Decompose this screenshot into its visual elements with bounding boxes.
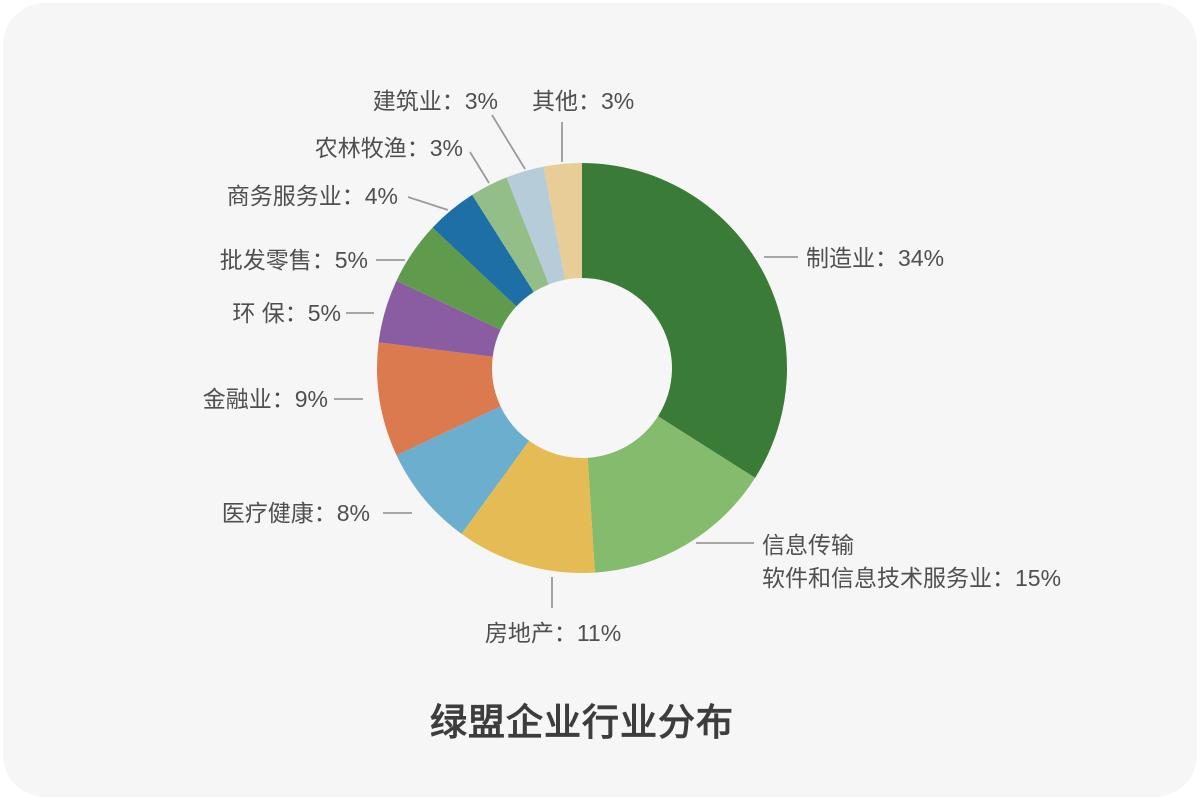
slice-label-real-estate: 房地产：11% [485,620,621,646]
pie-slice-manufacturing[interactable] [582,163,787,478]
pie-slice-other[interactable] [543,163,582,280]
slice-label-business-services: 商务服务业：4% [227,183,398,209]
chart-title: 绿盟企业行业分布 [430,702,734,743]
slice-label-agriculture: 农林牧渔：3% [315,135,463,161]
slice-label-manufacturing: 制造业：34% [806,245,944,271]
pie-slice-business-services[interactable] [432,194,534,307]
pie-slice-construction[interactable] [506,166,566,285]
pie-slice-wholesale-retail[interactable] [396,227,517,330]
pie-slice-real-estate[interactable] [461,440,595,573]
leader-line-construction [491,114,526,170]
slice-label-environment: 环 保：5% [232,300,341,326]
chart-card [3,3,1197,797]
pie-slice-environment[interactable] [378,280,501,357]
slice-label-construction: 建筑业：3% [373,88,498,114]
pie-slice-agriculture[interactable] [472,177,549,293]
pie-slice-finance[interactable] [377,342,501,456]
slice-label-other: 其他：3% [532,88,634,114]
slice-label-finance: 金融业：9% [203,386,328,412]
slice-label-wholesale-retail: 批发零售：5% [220,247,368,273]
slice-label-info-tech-services-line2: 软件和信息技术服务业：15% [762,565,1061,591]
leader-line-business-services [407,196,449,211]
slice-label-info-tech-services-line1: 信息传输 [762,532,854,558]
pie-slice-info-tech-services[interactable] [587,416,756,573]
pie-slice-healthcare[interactable] [396,406,530,534]
leader-line-agriculture [469,151,490,184]
slice-label-healthcare: 医疗健康：8% [222,500,370,526]
